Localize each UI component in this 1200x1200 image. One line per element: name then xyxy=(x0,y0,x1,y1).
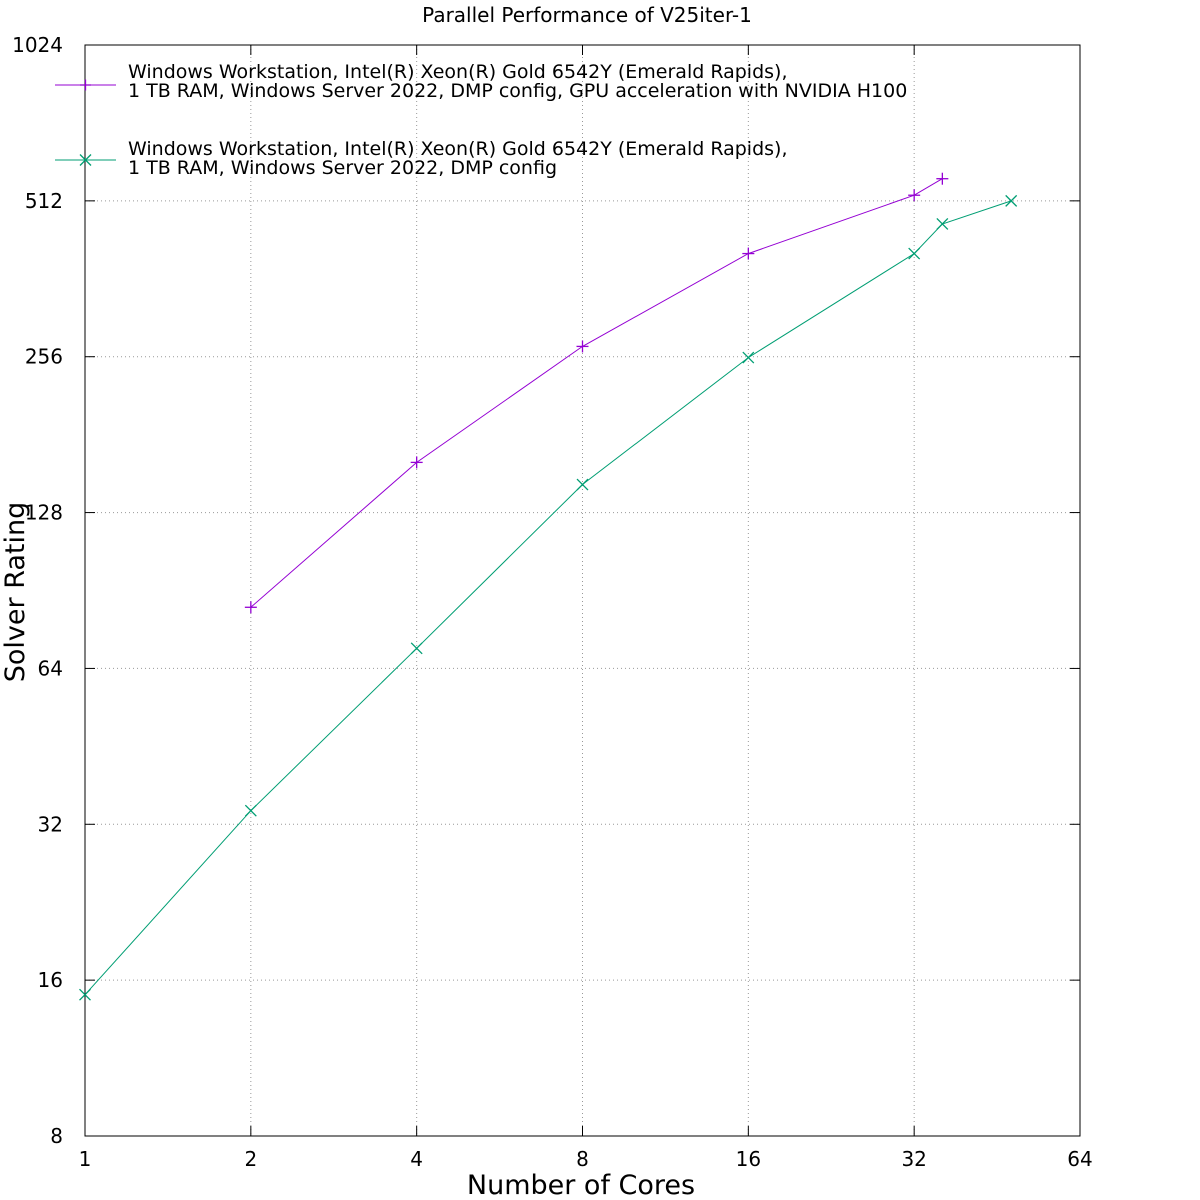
data-point xyxy=(908,247,921,260)
grid xyxy=(85,45,1080,1136)
x-tick-label: 32 xyxy=(901,1147,926,1171)
legend-label: 1 TB RAM, Windows Server 2022, DMP confi… xyxy=(128,157,557,179)
data-point xyxy=(908,189,921,202)
legend-label: 1 TB RAM, Windows Server 2022, DMP confi… xyxy=(128,80,907,102)
data-point xyxy=(936,218,949,230)
x-tick-label: 16 xyxy=(736,1147,761,1171)
chart-title: Parallel Performance of V25iter-1 xyxy=(422,3,752,27)
legend-marker xyxy=(79,154,92,166)
y-axis-title: Solver Rating xyxy=(0,502,31,682)
y-tick-label: 16 xyxy=(38,968,63,992)
data-point xyxy=(576,478,589,491)
legend: Windows Workstation, Intel(R) Xeon(R) Go… xyxy=(55,61,907,179)
y-tick-label: 8 xyxy=(50,1124,63,1148)
x-tick-label: 64 xyxy=(1067,1147,1092,1171)
plot-frame xyxy=(84,44,1081,1137)
legend-entry-2: Windows Workstation, Intel(R) Xeon(R) Go… xyxy=(55,138,788,179)
legend-marker xyxy=(80,79,91,91)
data-point xyxy=(244,601,257,614)
x-tick-label: 4 xyxy=(410,1147,423,1171)
x-tick-label: 8 xyxy=(576,1147,589,1171)
x-tick-label: 1 xyxy=(79,1147,92,1171)
series-1 xyxy=(244,172,949,614)
y-tick-label: 32 xyxy=(38,812,63,836)
y-tick-label: 128 xyxy=(25,501,63,525)
legend-entry-1: Windows Workstation, Intel(R) Xeon(R) Go… xyxy=(55,61,907,102)
y-tick-label: 64 xyxy=(38,656,63,680)
x-tick-label: 2 xyxy=(244,1147,257,1171)
series xyxy=(79,172,1018,1001)
data-point xyxy=(936,172,949,185)
y-tick-label: 256 xyxy=(25,345,63,369)
series-2-line xyxy=(84,200,1012,996)
data-point xyxy=(410,642,423,655)
data-point xyxy=(79,988,91,1001)
legend-label: Windows Workstation, Intel(R) Xeon(R) Go… xyxy=(128,138,788,160)
series-1-line xyxy=(250,178,943,608)
series-2 xyxy=(79,194,1018,1001)
data-point xyxy=(576,340,589,353)
axis-ticks: 1 2 4 8 16 32 64 8 16 32 64 128 256 512 1024 xyxy=(12,33,1093,1171)
x-axis-title: Number of Cores xyxy=(467,1170,695,1200)
data-point xyxy=(742,247,755,260)
data-point xyxy=(244,804,257,817)
data-point xyxy=(410,456,423,469)
y-tick-label: 1024 xyxy=(12,33,63,57)
data-point xyxy=(742,351,755,364)
y-tick-label: 512 xyxy=(25,189,63,213)
legend-label: Windows Workstation, Intel(R) Xeon(R) Go… xyxy=(128,61,788,83)
data-point xyxy=(1005,194,1018,207)
